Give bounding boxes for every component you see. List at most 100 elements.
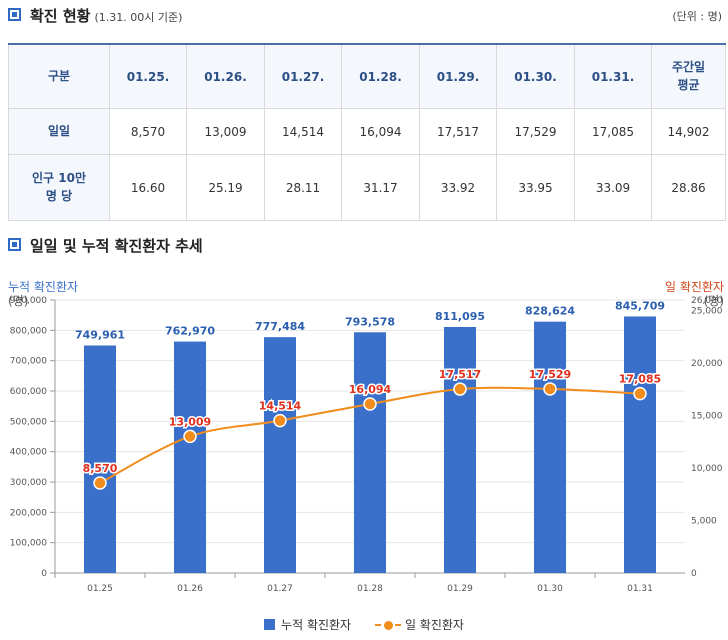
bar-swatch-icon	[264, 619, 276, 630]
right-axis-unit: (명)	[704, 294, 724, 308]
table-cell: 17,517	[419, 108, 497, 155]
legend-item-cumulative[interactable]: 누적 확진환자	[264, 616, 351, 633]
right-tick-label: 10,000	[691, 464, 723, 474]
table-cell: 28.11	[264, 154, 342, 221]
line-value-label: 17,085	[619, 373, 661, 386]
right-tick-label: 26,000	[691, 296, 723, 306]
bar-value-label: 793,578	[345, 315, 395, 328]
line-marker-icon	[374, 619, 401, 631]
line-value-label: 14,514	[259, 400, 302, 413]
bar	[174, 341, 206, 573]
bar	[354, 332, 386, 573]
table-header-cell: 구분	[8, 43, 110, 109]
table-header-cell: 01.28.	[341, 43, 420, 109]
left-tick-label: 100,000	[10, 539, 47, 549]
table-header-cell: 01.29.	[419, 43, 497, 109]
section-title-status: 확진 현황 (1.31. 00시 기준)	[30, 7, 183, 25]
left-tick-label: 400,000	[10, 448, 47, 458]
bar	[624, 316, 656, 573]
table-header-cell: 01.25.	[109, 43, 187, 109]
right-tick-label: 5,000	[691, 517, 717, 527]
left-tick-label: 800,000	[10, 326, 47, 336]
table-cell: 31.17	[341, 154, 420, 221]
x-tick-label: 01.31	[627, 584, 653, 594]
table-cell: 33.09	[574, 154, 652, 221]
bar	[264, 337, 296, 573]
x-tick-label: 01.29	[447, 584, 473, 594]
right-tick-label: 20,000	[691, 359, 723, 369]
table-header-cell: 01.27.	[264, 43, 342, 109]
line-value-label: 17,529	[529, 368, 571, 381]
x-tick-label: 01.26	[177, 584, 203, 594]
x-tick-label: 01.27	[267, 584, 293, 594]
left-tick-label: 600,000	[10, 387, 47, 397]
legend-label: 일 확진환자	[404, 618, 464, 632]
chart-legend: 누적 확진환자 일 확진환자	[0, 616, 728, 633]
left-tick-label: 0	[41, 569, 47, 579]
section-marker-icon	[8, 238, 21, 251]
table-cell: 17,529	[496, 108, 575, 155]
table-cell: 16.60	[109, 154, 187, 221]
bar	[534, 321, 566, 573]
x-tick-label: 01.28	[357, 584, 383, 594]
left-tick-label: 300,000	[10, 478, 47, 488]
table-cell: 28.86	[651, 154, 726, 221]
table-header-cell: 01.26.	[186, 43, 265, 109]
bar-value-label: 845,709	[615, 299, 665, 312]
table-header-cell: 01.31.	[574, 43, 652, 109]
table-header-cell: 주간일 평균	[651, 43, 726, 109]
line-point	[93, 476, 107, 490]
line-point	[183, 429, 197, 444]
left-tick-label: 500,000	[10, 417, 47, 427]
left-axis-unit: (명)	[8, 294, 28, 308]
table-cell: 33.95	[496, 154, 575, 221]
table-row: 일일 8,570 13,009 14,514 16,094 17,517 17,…	[8, 108, 726, 155]
right-tick-label: 15,000	[691, 412, 723, 422]
table-cell: 8,570	[109, 108, 187, 155]
left-tick-label: 700,000	[10, 357, 47, 367]
table-cell: 33.92	[419, 154, 497, 221]
table-cell: 13,009	[186, 108, 265, 155]
line-point	[633, 386, 647, 401]
right-tick-label: 0	[691, 569, 697, 579]
line-point	[273, 413, 287, 428]
table-cell: 14,902	[651, 108, 726, 155]
bar-value-label: 811,095	[435, 310, 485, 323]
right-axis-title: 일 확진환자	[665, 280, 724, 294]
unit-label: (단위 : 명)	[672, 10, 722, 23]
bar-value-label: 777,484	[255, 320, 305, 333]
bar-value-label: 828,624	[525, 305, 575, 318]
trend-chart: 누적 확진환자(명)일 확진환자(명)0100,000200,000300,00…	[8, 280, 724, 594]
table-header-cell: 01.30.	[496, 43, 575, 109]
bar	[444, 326, 476, 573]
x-tick-label: 01.30	[537, 584, 563, 594]
row-label: 일일	[8, 108, 110, 155]
bar	[84, 345, 116, 573]
line-point	[363, 397, 377, 411]
line-value-label: 16,094	[349, 383, 392, 396]
table-cell: 16,094	[341, 108, 420, 155]
line-point	[453, 382, 467, 396]
line-point	[543, 382, 557, 396]
table-row: 인구 10만 명 당 16.60 25.19 28.11 31.17 33.92…	[8, 154, 726, 221]
right-tick-label: 25,000	[691, 307, 723, 317]
legend-label: 누적 확진환자	[281, 618, 352, 632]
line-value-label: 17,517	[439, 368, 481, 381]
left-axis-title: 누적 확진환자	[8, 280, 78, 294]
left-tick-label: 900,000	[10, 296, 47, 306]
section-title-trend: 일일 및 누적 확진환자 추세	[30, 237, 203, 255]
line-value-label: 13,009	[169, 415, 211, 428]
status-table: 구분 01.25. 01.26. 01.27. 01.28. 01.29. 01…	[8, 43, 726, 221]
row-label: 인구 10만 명 당	[8, 154, 110, 221]
table-cell: 14,514	[264, 108, 342, 155]
table-header-row: 구분 01.25. 01.26. 01.27. 01.28. 01.29. 01…	[8, 43, 726, 109]
base-time-note: (1.31. 00시 기준)	[94, 11, 183, 24]
bar-value-label: 762,970	[165, 325, 215, 338]
section-marker-icon	[8, 8, 21, 21]
bar-value-label: 749,961	[75, 329, 125, 342]
line-value-label: 8,570	[83, 462, 118, 475]
table-cell: 17,085	[574, 108, 652, 155]
left-tick-label: 200,000	[10, 508, 47, 518]
legend-item-daily[interactable]: 일 확진환자	[374, 616, 464, 633]
table-cell: 25.19	[186, 154, 265, 221]
